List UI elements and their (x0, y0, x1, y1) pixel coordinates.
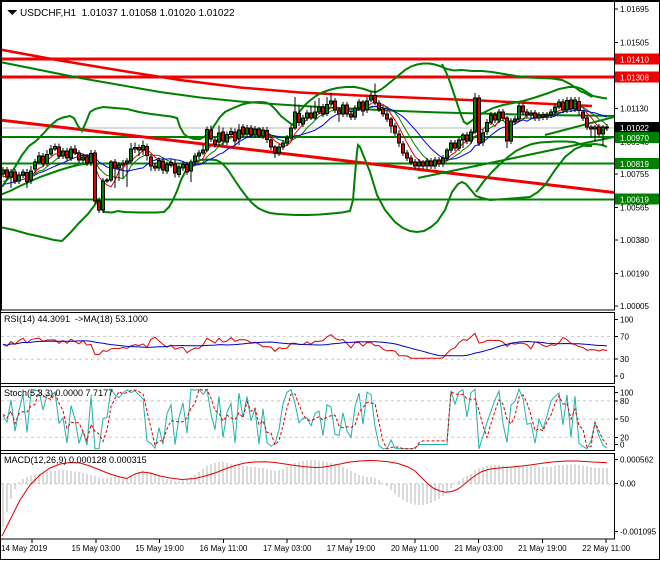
svg-text:17 May 03:00: 17 May 03:00 (263, 544, 312, 553)
svg-text:20 May 11:00: 20 May 11:00 (391, 544, 439, 553)
svg-text:1.00819: 1.00819 (620, 160, 649, 169)
svg-text:70: 70 (620, 332, 629, 341)
svg-text:16 May 11:00: 16 May 11:00 (199, 544, 247, 553)
svg-text:1.01410: 1.01410 (620, 56, 649, 65)
svg-text:1.00619: 1.00619 (620, 196, 649, 205)
svg-text:MACD(12,26,9) 0.000128 0.00031: MACD(12,26,9) 0.000128 0.000315 (4, 455, 147, 465)
svg-text:1.01695: 1.01695 (620, 5, 649, 14)
svg-text:RSI(14) 44.3091 ->MA(18) 53.1: RSI(14) 44.3091 ->MA(18) 53.1000 (4, 314, 148, 324)
svg-text:1.00005: 1.00005 (620, 302, 649, 311)
svg-text:1.01130: 1.01130 (620, 105, 649, 114)
svg-text:80: 80 (620, 397, 629, 406)
svg-text:1.00565: 1.00565 (620, 204, 649, 213)
svg-text:100: 100 (620, 389, 634, 398)
svg-text:1.00970: 1.00970 (620, 134, 649, 143)
svg-text:30: 30 (620, 355, 629, 364)
svg-text:0.000562: 0.000562 (620, 456, 654, 465)
svg-text:17 May 19:00: 17 May 19:00 (327, 544, 376, 553)
svg-text:20: 20 (620, 433, 629, 442)
svg-text:0.00: 0.00 (620, 480, 636, 489)
svg-text:14 May 2019: 14 May 2019 (1, 544, 48, 553)
svg-text:0: 0 (620, 372, 625, 381)
svg-text:1.00380: 1.00380 (620, 236, 649, 245)
svg-text:1.01505: 1.01505 (620, 38, 649, 47)
svg-text:1.00755: 1.00755 (620, 170, 649, 179)
svg-text:100: 100 (620, 316, 634, 325)
svg-text:0: 0 (620, 441, 625, 450)
svg-text:15 May 03:00: 15 May 03:00 (72, 544, 121, 553)
svg-text:21 May 03:00: 21 May 03:00 (454, 544, 503, 553)
svg-text:22 May 11:00: 22 May 11:00 (582, 544, 630, 553)
svg-text:-0.001095: -0.001095 (620, 528, 657, 537)
svg-text:1.01022: 1.01022 (620, 124, 649, 133)
svg-text:Stoch(5,3,3) 0.0000 7.7177: Stoch(5,3,3) 0.0000 7.7177 (4, 388, 113, 398)
svg-text:15 May 19:00: 15 May 19:00 (135, 544, 184, 553)
svg-text:21 May 19:00: 21 May 19:00 (518, 544, 567, 553)
svg-text:USDCHF,H1 1.01037 1.01058 1.0: USDCHF,H1 1.01037 1.01058 1.01020 1.0102… (20, 8, 235, 19)
svg-text:50: 50 (620, 415, 629, 424)
svg-text:1.00190: 1.00190 (620, 270, 649, 279)
svg-text:1.01308: 1.01308 (620, 74, 649, 83)
